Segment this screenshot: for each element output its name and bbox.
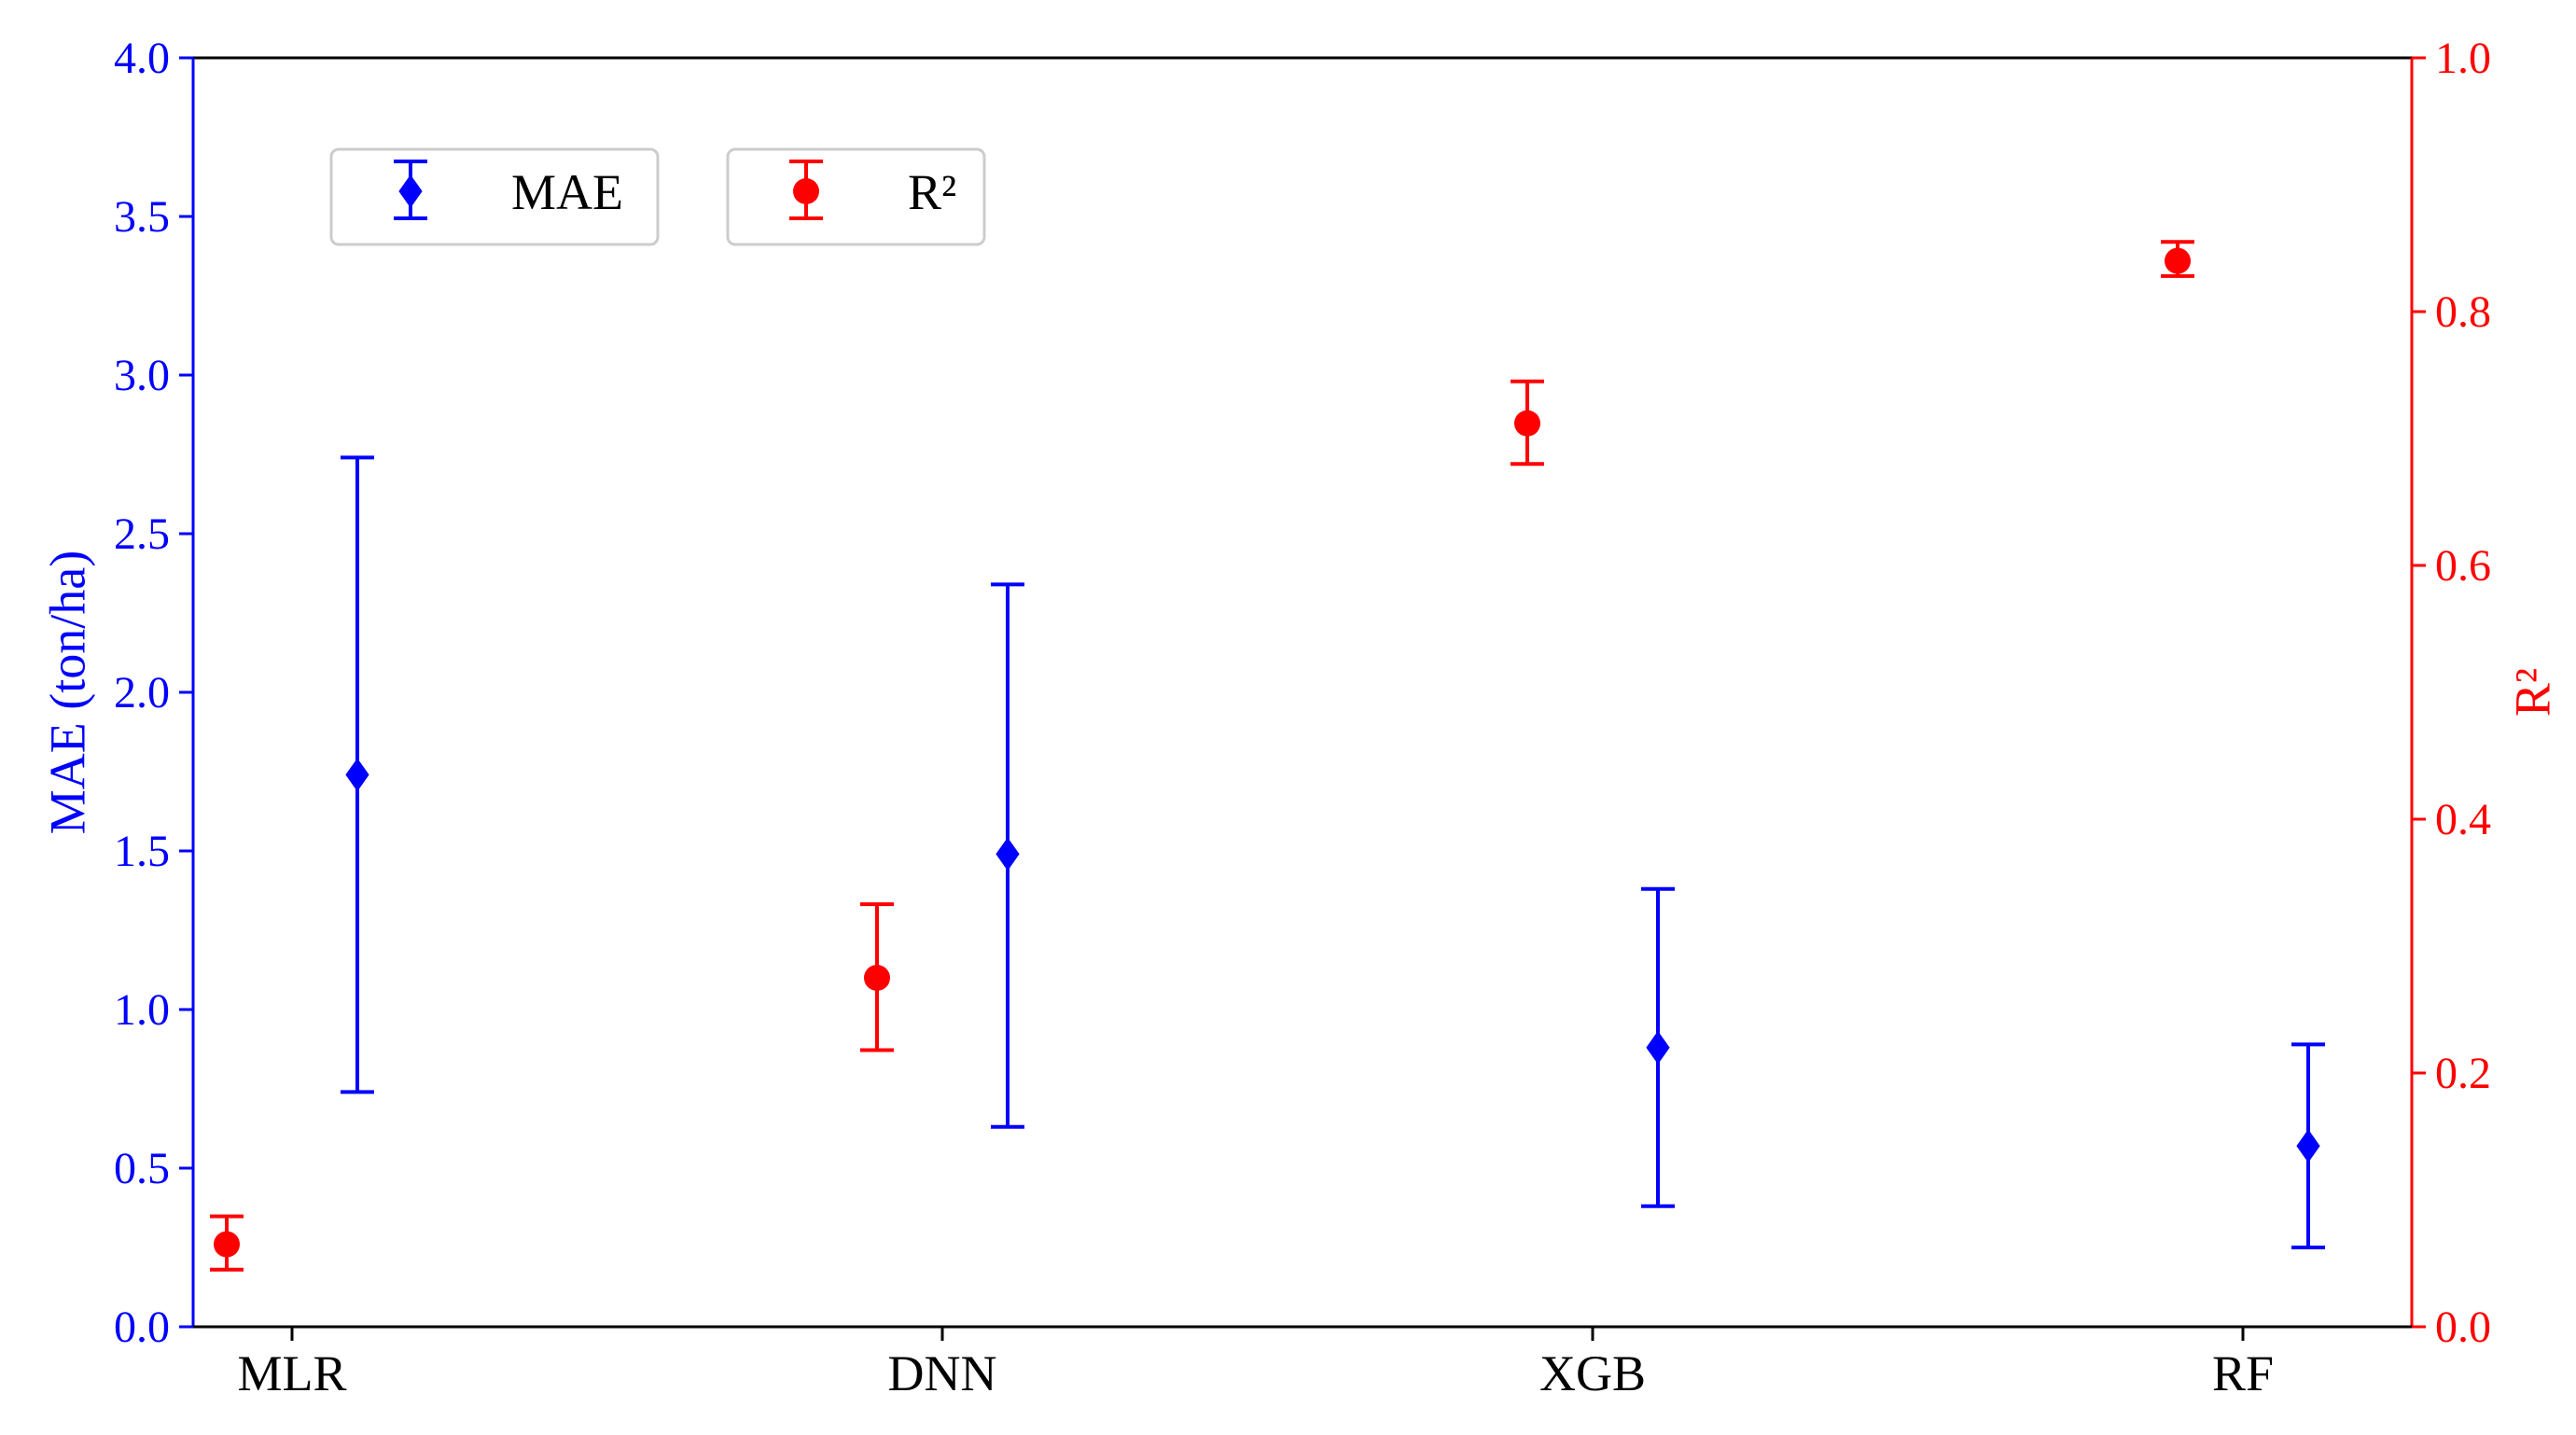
legend-box-mae	[329, 147, 660, 246]
x-tick-label: RF	[2212, 1345, 2274, 1401]
legend-label-r2: R²	[908, 164, 956, 220]
data-series	[210, 240, 2325, 1272]
r2-point	[2165, 247, 2191, 274]
mae-point	[345, 758, 369, 792]
series-r2	[210, 240, 2194, 1272]
left-tick-label: 3.5	[114, 192, 170, 242]
mae-point	[2296, 1129, 2320, 1163]
x-tick-label: DNN	[888, 1345, 997, 1401]
legend-mae-point	[398, 174, 423, 208]
left-tick-label: 2.5	[114, 509, 170, 559]
left-tick-label: 0.0	[114, 1303, 170, 1352]
x-tick-label: XGB	[1539, 1345, 1646, 1401]
left-tick-label: 3.0	[114, 351, 170, 400]
right-tick-label: 0.2	[2435, 1049, 2491, 1098]
mae-point	[996, 837, 1020, 871]
right-tick-label: 0.0	[2435, 1303, 2491, 1352]
x-tick-label: MLR	[237, 1345, 346, 1401]
right-axis-label: R²	[2504, 668, 2560, 717]
right-tick-label: 0.4	[2435, 795, 2491, 844]
legend-label-mae: MAE	[511, 164, 623, 220]
left-tick-label: 4.0	[114, 34, 170, 83]
mae-point	[1646, 1030, 1670, 1065]
diamond-icon	[394, 160, 427, 220]
plot-area-frame	[191, 56, 2414, 1329]
series-mae	[341, 455, 2325, 1249]
r2-point	[864, 965, 890, 991]
left-tick-label: 1.5	[114, 827, 170, 876]
left-axis-label: MAE (ton/ha)	[39, 550, 95, 834]
left-tick-label: 2.0	[114, 668, 170, 718]
left-y-axis: 0.0 0.5 1.0 1.5 2.0 2.5 3.0 3.5 4.0	[114, 34, 195, 1352]
legend: MAE R²	[329, 147, 986, 246]
legend-r2-point	[793, 178, 819, 204]
right-tick-label: 0.8	[2435, 287, 2491, 337]
legend-box-r2	[726, 147, 986, 246]
left-tick-label: 0.5	[114, 1144, 170, 1193]
right-tick-label: 1.0	[2435, 34, 2491, 83]
right-tick-label: 0.6	[2435, 541, 2491, 591]
right-y-axis: 0.0 0.2 0.4 0.6 0.8 1.0	[2410, 34, 2491, 1352]
r2-point	[1514, 410, 1540, 437]
left-tick-label: 1.0	[114, 985, 170, 1035]
x-axis: MLR DNN XGB RF	[193, 1325, 2412, 1401]
circle-icon	[789, 160, 823, 220]
r2-point	[214, 1231, 240, 1258]
